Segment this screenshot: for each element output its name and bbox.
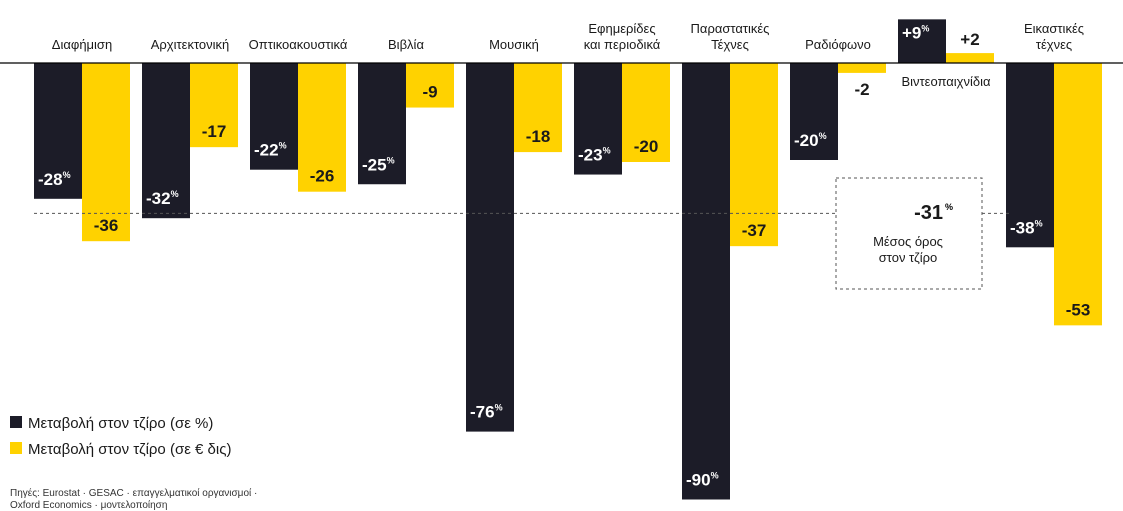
average-box [835, 177, 983, 290]
bar-pct-7 [790, 63, 838, 160]
value-label-eur-3: -9 [422, 83, 437, 102]
bar-eur-9 [1054, 63, 1102, 326]
value-label-pct-6: -90% [686, 471, 719, 490]
value-label-pct-2: -22% [254, 141, 287, 160]
bar-pct-9 [1006, 63, 1054, 248]
legend-label-turnover-pct: Μεταβολή στον τζίρο (σε %) [28, 415, 213, 432]
category-label-6-1: Τέχνες [711, 37, 749, 52]
bar-pct-4 [466, 63, 514, 432]
bar-eur-6 [730, 63, 778, 247]
category-label-9-1: τέχνες [1036, 37, 1072, 52]
category-label-3-0: Βιβλία [388, 37, 424, 52]
value-label-pct-0: -28% [38, 170, 71, 189]
bars-layer [34, 19, 1102, 500]
bar-pct-0 [34, 63, 82, 199]
value-label-pct-9: -38% [1010, 218, 1043, 237]
legend-swatch-turnover-eur [10, 442, 22, 454]
bar-eur-4 [514, 63, 562, 153]
value-label-eur-1: -17 [202, 122, 227, 141]
value-label-eur-8: +2 [960, 30, 979, 49]
bar-pct-3 [358, 63, 406, 185]
average-text-line-2: στον τζίρο [879, 250, 938, 265]
bar-pct-6 [682, 63, 730, 500]
bar-eur-3 [406, 63, 454, 108]
category-label-7-0: Ραδιόφωνο [805, 37, 871, 52]
category-label-5-1: και περιοδικά [584, 37, 661, 52]
average-text-line-1: Μέσος όρος [873, 234, 943, 249]
bar-eur-0 [82, 63, 130, 242]
bar-pct-5 [574, 63, 622, 175]
bar-pct-1 [142, 63, 190, 219]
value-labels: -28% -36 -32% -17 -22% -26 -25% -9 -76% -18 -23% -2… [38, 23, 1090, 489]
bar-eur-5 [622, 63, 670, 162]
bar-eur-2 [298, 63, 346, 192]
value-label-eur-9: -53 [1066, 300, 1091, 319]
bar-pct-2 [250, 63, 298, 170]
category-label-2-0: Οπτικοακουστικά [249, 37, 348, 52]
category-labels: Διαφήμιση Αρχιτεκτονική Οπτικοακουστικά Βιβ… [52, 21, 1084, 89]
bar-pct-8 [898, 19, 946, 64]
average-value: -31 [914, 202, 943, 224]
source-line-1: Πηγές: Eurostat · GESAC · επαγγελματικοί… [10, 487, 257, 499]
value-label-eur-4: -18 [526, 127, 551, 146]
source-line-2: Oxford Economics · μοντελοποίηση [10, 499, 167, 511]
value-label-eur-6: -37 [742, 221, 767, 240]
category-label-1-0: Αρχιτεκτονική [151, 37, 230, 52]
source-note: Πηγές: Eurostat · GESAC · επαγγελματικοί… [10, 487, 257, 511]
legend: Μεταβολή στον τζίρο (σε %) Μεταβολή στον… [10, 415, 231, 458]
category-label-9-0: Εικαστικές [1024, 21, 1084, 36]
category-label-6-0: Παραστατικές [691, 21, 770, 36]
average-unit: % [945, 202, 953, 212]
value-label-pct-5: -23% [578, 146, 611, 165]
category-label-5-0: Εφημερίδες [588, 21, 655, 36]
bar-eur-7 [838, 63, 886, 73]
bar-eur-1 [190, 63, 238, 148]
bar-eur-8 [946, 53, 994, 63]
value-label-pct-1: -32% [146, 189, 179, 208]
value-label-pct-4: -76% [470, 403, 503, 422]
value-label-eur-2: -26 [310, 167, 335, 186]
value-label-eur-0: -36 [94, 216, 119, 235]
legend-label-turnover-eur: Μεταβολή στον τζίρο (σε € δις) [28, 441, 231, 458]
category-label-8-0: Βιντεοπαιχνίδια [901, 74, 991, 89]
category-label-4-0: Μουσική [489, 37, 539, 52]
value-label-eur-5: -20 [634, 137, 659, 156]
value-label-pct-7: -20% [794, 131, 827, 150]
value-label-pct-3: -25% [362, 155, 395, 174]
value-label-eur-7: -2 [854, 80, 869, 99]
legend-swatch-turnover-pct [10, 416, 22, 428]
category-label-0-0: Διαφήμιση [52, 37, 112, 52]
